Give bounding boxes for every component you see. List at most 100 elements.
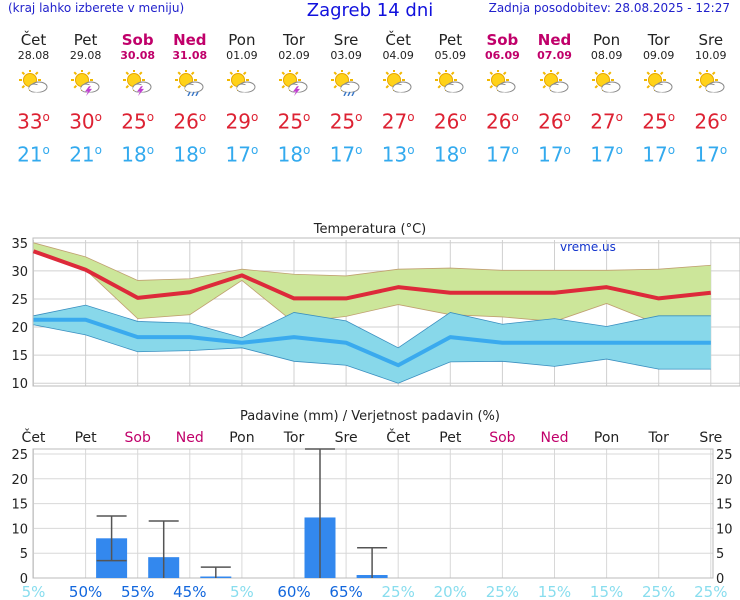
day-date: 09.09 — [642, 49, 675, 62]
degree-sign: o — [42, 142, 50, 157]
degree-sign: o — [459, 142, 467, 157]
max-temp-value: 26 — [694, 109, 720, 134]
y-tick-label-right: 0 — [716, 572, 724, 587]
max-temp-value: 25 — [329, 109, 356, 134]
min-temp-value: 17 — [225, 142, 251, 167]
y-tick-label-left: 20 — [11, 473, 28, 488]
min-temp-value: 17 — [538, 142, 564, 167]
max-temp-line — [32, 249, 712, 301]
day-label: Sre — [335, 430, 358, 446]
max-temp-value: 25 — [277, 109, 304, 134]
day-date: 08.09 — [590, 49, 623, 62]
max-temp-value: 25 — [121, 109, 147, 134]
max-temp: 27o — [372, 106, 424, 133]
min-temp: 17o — [581, 139, 633, 166]
day-column: Pon 01.09 29o 17o — [216, 31, 268, 167]
precip-probability: 55% — [121, 583, 154, 600]
max-temp-range-band — [33, 242, 711, 325]
temperature-chart: Temperatura (°C) 10 15 20 25 30 35 vreme.us — [11, 222, 740, 392]
degree-sign: o — [94, 142, 102, 157]
day-label: Čet — [22, 428, 46, 446]
watermark: vreme.us — [560, 240, 616, 254]
degree-sign: o — [355, 142, 363, 157]
min-temp: 18o — [424, 139, 476, 166]
degree-sign: o — [563, 110, 571, 124]
sun-rain-icon — [174, 69, 205, 97]
partly-sunny-icon — [226, 69, 257, 96]
day-column: Sre 10.09 26o 17o — [685, 31, 737, 167]
y-tick-label-right: 20 — [716, 473, 733, 488]
y-tick-label-left: 25 — [11, 448, 28, 463]
max-temp-value: 30 — [69, 109, 95, 134]
day-column: Pet 29.08 30o 21o — [60, 31, 112, 166]
temp-chart-title: Temperatura (°C) — [313, 222, 426, 237]
y-tick-label-right: 10 — [716, 522, 733, 537]
y-tick-label: 15 — [11, 349, 28, 364]
day-name: Tor — [283, 31, 305, 49]
degree-sign: o — [615, 110, 623, 124]
min-temp-value: 18 — [433, 142, 460, 167]
day-column: Tor 02.09 25o 18o — [268, 31, 320, 166]
degree-sign: o — [407, 142, 415, 157]
day-date: 31.08 — [172, 49, 208, 62]
degree-sign: o — [198, 110, 207, 124]
precip-probability: 45% — [173, 583, 206, 600]
degree-sign: o — [511, 142, 519, 157]
degree-sign: o — [667, 110, 676, 124]
day-date: 10.09 — [695, 49, 727, 62]
day-column: Čet 04.09 27o 13o — [372, 31, 424, 166]
precip-probability: 25% — [382, 583, 415, 600]
min-range-lower-line — [33, 324, 711, 384]
min-temp-value: 17 — [694, 142, 720, 167]
day-column: Čet 28.08 33o 21o — [8, 31, 60, 167]
degree-sign: o — [511, 110, 519, 124]
degree-sign: o — [303, 142, 311, 157]
day-date: 04.09 — [382, 49, 414, 62]
day-name: Sob — [486, 31, 519, 49]
degree-sign: o — [94, 110, 102, 124]
max-temp: 25o — [112, 106, 164, 133]
degree-sign: o — [459, 110, 467, 124]
day-name: Čet — [385, 31, 411, 49]
day-label: Sob — [489, 430, 515, 446]
partly-sunny-icon — [435, 69, 465, 96]
menu-hint: (kraj lahko izberete v meniju) — [8, 1, 185, 15]
partly-sunny-icon — [539, 69, 570, 96]
day-date: 07.09 — [537, 49, 572, 62]
degree-sign: o — [250, 110, 259, 124]
min-temp-value: 17 — [642, 142, 668, 167]
degree-sign: o — [563, 142, 571, 157]
degree-sign: o — [146, 142, 155, 157]
day-name: Pon — [228, 31, 256, 49]
day-label: Sob — [125, 430, 151, 446]
day-name: Pet — [73, 31, 98, 49]
day-name: Pet — [438, 31, 463, 49]
degree-sign: o — [303, 110, 311, 124]
precipitation-chart: Padavine (mm) / Verjetnost padavin (%) Če… — [11, 409, 733, 600]
day-name: Čet — [20, 31, 47, 49]
min-temp: 13o — [372, 139, 424, 166]
max-temp: 25o — [268, 106, 320, 133]
day-date: 03.09 — [330, 49, 362, 62]
day-label: Ned — [176, 430, 204, 446]
day-column: Sre 03.09 25o 17o — [320, 31, 372, 166]
y-tick-label: 10 — [11, 377, 28, 392]
max-range-upper-line — [33, 242, 711, 281]
precip-probability: 15% — [538, 583, 571, 600]
min-temp-value: 21 — [17, 142, 43, 167]
max-temp: 33o — [8, 106, 60, 133]
min-temp-value: 18 — [173, 142, 199, 167]
day-label: Pet — [75, 430, 98, 446]
day-label: Tor — [647, 430, 669, 446]
degree-sign: o — [198, 142, 207, 157]
min-temp: 18o — [112, 139, 164, 166]
plot-frame — [32, 448, 714, 579]
day-label: Ned — [541, 430, 569, 446]
precip-probability: 50% — [69, 583, 102, 600]
day-column: Ned 07.09 26o 17o — [529, 32, 581, 167]
min-temp: 17o — [476, 139, 528, 166]
day-name: Sre — [698, 31, 724, 49]
partly-sunny-icon — [643, 69, 674, 96]
precip-probability: 25% — [694, 583, 727, 600]
day-name: Sre — [333, 31, 359, 49]
